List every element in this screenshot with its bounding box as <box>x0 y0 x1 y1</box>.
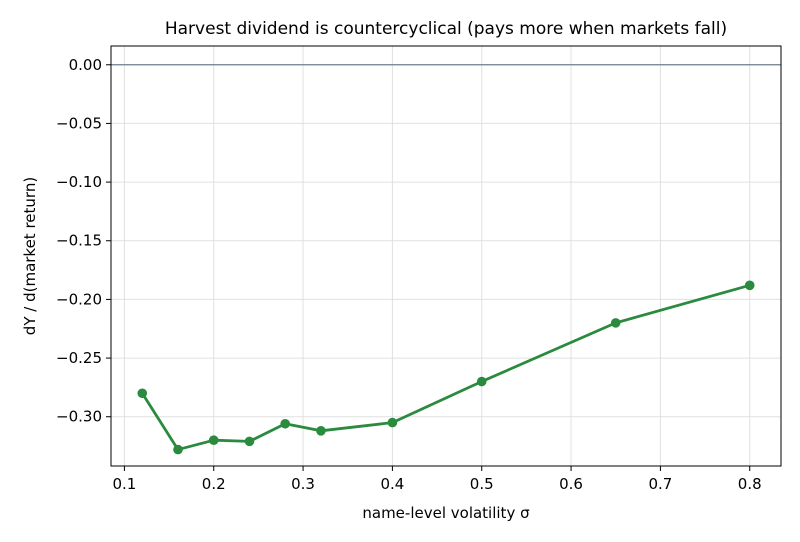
x-axis: 0.1 0.2 0.3 0.4 0.5 0.6 0.7 0.8 <box>112 466 762 493</box>
data-point <box>610 318 621 328</box>
y-tick-label: −0.30 <box>56 408 102 426</box>
data-point <box>173 444 183 455</box>
series-line <box>140 283 752 451</box>
plot-frame <box>110 45 782 467</box>
y-tick-label: −0.05 <box>56 114 102 132</box>
y-tick-label: −0.20 <box>56 290 102 308</box>
data-point <box>137 388 148 399</box>
data-point <box>244 436 255 447</box>
x-tick-label: 0.7 <box>648 475 672 493</box>
data-point <box>476 376 487 387</box>
series-group <box>137 280 755 455</box>
x-tick-label: 0.5 <box>470 475 494 493</box>
data-point <box>208 435 219 445</box>
y-tick-label: −0.10 <box>56 173 102 191</box>
data-point <box>744 280 755 291</box>
y-axis-title: dY / d(market return) <box>21 177 39 335</box>
y-tick-label: −0.15 <box>56 232 102 250</box>
grid <box>111 46 781 466</box>
y-tick-label: −0.25 <box>56 349 102 367</box>
y-axis: 0.00 −0.05 −0.10 −0.15 −0.20 −0.25 −0.30 <box>56 56 111 426</box>
x-tick-label: 0.8 <box>738 475 762 493</box>
x-tick-label: 0.4 <box>380 475 404 493</box>
data-point <box>316 426 326 436</box>
y-tick-label: 0.00 <box>69 56 102 74</box>
data-point <box>387 417 398 428</box>
chart-title: Harvest dividend is countercyclical (pay… <box>165 19 727 39</box>
x-axis-title: name-level volatility σ <box>362 504 530 522</box>
x-tick-label: 0.6 <box>559 475 583 493</box>
x-tick-label: 0.2 <box>202 475 226 493</box>
data-point <box>280 418 291 429</box>
x-tick-label: 0.1 <box>112 475 136 493</box>
x-tick-label: 0.3 <box>291 475 315 493</box>
